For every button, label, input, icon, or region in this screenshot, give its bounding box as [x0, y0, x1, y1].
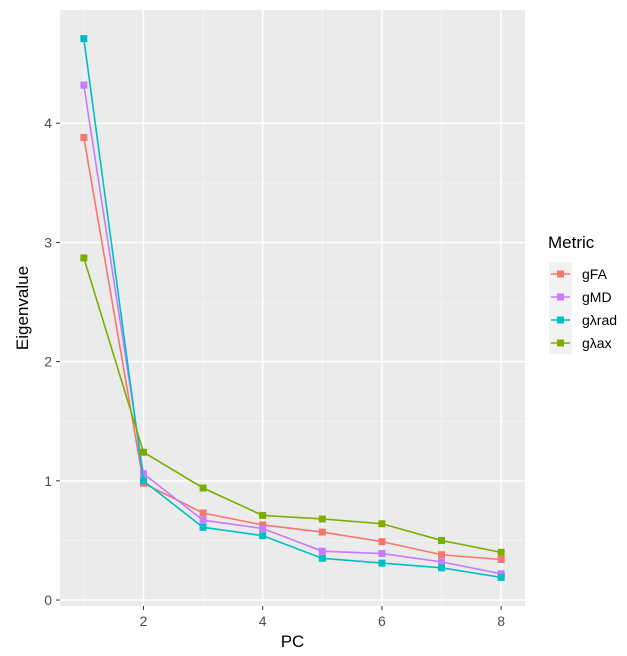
data-point	[139, 448, 147, 456]
legend-title: Metric	[548, 233, 595, 252]
data-point	[438, 551, 446, 559]
data-point	[80, 254, 88, 262]
data-point	[259, 521, 267, 529]
x-tick-label: 8	[497, 613, 505, 629]
legend-item: gλax	[549, 331, 612, 355]
legend-label: gMD	[582, 289, 612, 305]
y-tick-label: 3	[44, 234, 52, 250]
series-line	[83, 84, 502, 575]
plot-panel	[60, 10, 525, 606]
series-2	[80, 81, 505, 578]
data-point	[199, 509, 207, 517]
data-point	[378, 550, 386, 558]
x-tick-label: 2	[140, 613, 148, 629]
y-tick-label: 1	[44, 473, 52, 489]
legend-key-marker	[557, 293, 564, 301]
data-point	[139, 477, 147, 485]
data-point	[438, 564, 446, 572]
data-point	[259, 532, 267, 540]
data-point	[80, 134, 88, 142]
axes: 0 1 2 3 4 2 4 6 8	[44, 115, 505, 629]
legend-label: gλrad	[582, 312, 617, 328]
legend-key-marker	[557, 270, 564, 278]
data-point	[80, 81, 88, 89]
legend-item: gFA	[549, 262, 608, 286]
legend-label: gFA	[582, 266, 608, 282]
x-axis-title: PC	[281, 632, 305, 651]
series-line	[83, 38, 502, 579]
grid	[60, 10, 525, 606]
data-point	[318, 515, 326, 523]
legend-item: gMD	[549, 285, 612, 309]
y-axis-title: Eigenvalue	[13, 266, 32, 350]
series-4	[80, 254, 505, 556]
y-tick-label: 0	[44, 592, 52, 608]
data-point	[139, 470, 147, 478]
data-point	[259, 525, 267, 533]
data-point	[438, 558, 446, 566]
x-tick-label: 4	[259, 613, 267, 629]
data-point	[378, 520, 386, 528]
legend-item: gλrad	[549, 308, 617, 332]
data-point	[318, 547, 326, 555]
data-point	[378, 538, 386, 546]
y-tick-label: 4	[44, 115, 52, 131]
data-point	[497, 570, 505, 578]
data-point	[199, 516, 207, 524]
data-point	[259, 511, 267, 519]
legend-key-marker	[557, 339, 564, 347]
data-point	[199, 523, 207, 531]
legend-key-marker	[557, 316, 564, 324]
legend: Metric gFA gMD gλrad gλax	[548, 233, 617, 355]
y-tick-label: 2	[44, 354, 52, 370]
data-point	[318, 528, 326, 536]
data-point	[497, 556, 505, 564]
x-tick-label: 6	[378, 613, 386, 629]
series-3	[80, 35, 505, 581]
data-point	[378, 559, 386, 567]
series-group	[80, 35, 505, 581]
data-point	[497, 548, 505, 556]
data-point	[80, 35, 88, 43]
data-point	[497, 573, 505, 581]
series-line	[83, 257, 502, 554]
data-point	[438, 536, 446, 544]
data-point	[318, 554, 326, 562]
data-point	[199, 484, 207, 492]
legend-label: gλax	[582, 335, 612, 351]
